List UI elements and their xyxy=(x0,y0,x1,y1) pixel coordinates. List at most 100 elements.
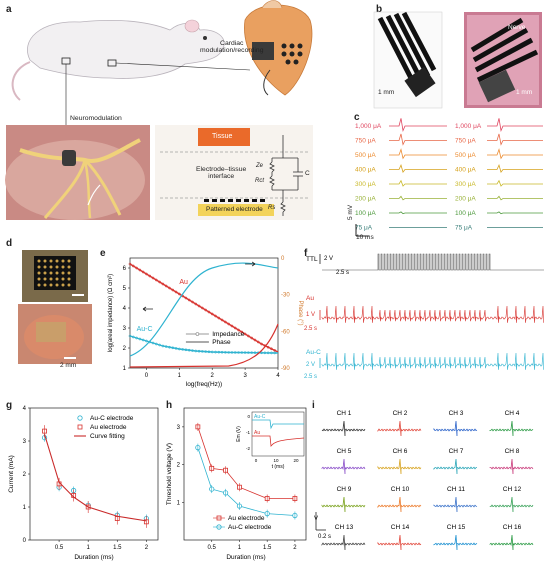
c-label-right: 400 μA xyxy=(455,167,476,174)
i-channel-trace xyxy=(489,496,534,513)
e-point xyxy=(250,336,254,340)
c-scale-t: 10 ms xyxy=(356,234,374,241)
i-channel-label: CH 1 xyxy=(337,410,352,417)
g-legend-entry: Au electrode xyxy=(90,424,127,431)
g-xlabel: Duration (ms) xyxy=(74,554,113,561)
h-xlabel: Duration (ms) xyxy=(226,554,265,561)
i-channel-trace xyxy=(321,496,366,513)
c-label-right: 500 μA xyxy=(455,152,476,159)
e-point xyxy=(194,302,198,306)
i-channel-trace xyxy=(377,420,422,437)
e-point xyxy=(161,282,165,286)
f-scale-v3: 2 V xyxy=(306,362,315,368)
f-au-label: Au xyxy=(306,295,314,302)
e-ytick-label: 3 xyxy=(123,326,127,332)
c-trace xyxy=(389,195,447,201)
e-point xyxy=(220,318,224,322)
e-point xyxy=(191,300,194,304)
e-point xyxy=(214,350,217,354)
e-point xyxy=(164,345,168,348)
c-trace xyxy=(389,179,447,187)
c-trace xyxy=(389,163,447,174)
e-point xyxy=(247,351,250,354)
panel-b-photos xyxy=(373,11,542,109)
h-inset-xtick: 10 xyxy=(273,458,279,463)
e-rtick-label: -90 xyxy=(281,366,290,372)
i-channel-trace xyxy=(377,534,422,551)
e-point xyxy=(197,349,201,353)
e-point xyxy=(154,342,158,346)
electrode-label: Patterned electrode xyxy=(206,206,263,213)
h-inset-ytick: 0 xyxy=(247,414,250,419)
e-point xyxy=(273,349,277,352)
c-label-left: 500 μA xyxy=(355,152,376,159)
f-scale-t2: 2.5 s xyxy=(304,326,317,332)
e-point xyxy=(214,314,217,318)
e-point xyxy=(270,347,273,351)
c-label-left: 1,000 μA xyxy=(355,123,382,130)
e-point xyxy=(233,326,237,330)
e-arrow-left xyxy=(142,306,154,312)
panel-h-chart: 0.5 1 1.5 2 1 2 3 Duration (ms) Threshold voltag… xyxy=(166,407,307,561)
e-point xyxy=(207,310,211,314)
c-trace xyxy=(389,118,447,133)
e-point xyxy=(210,312,214,316)
e-point xyxy=(174,290,178,294)
i-channel-label: CH 11 xyxy=(447,486,465,493)
e-point xyxy=(207,350,211,354)
i-channel-trace xyxy=(321,534,366,551)
e-point xyxy=(135,266,138,270)
e-point xyxy=(141,338,145,342)
e-label-auc: Au-C xyxy=(137,326,153,333)
i-channel-label: CH 12 xyxy=(503,486,522,493)
c-label-left: 100 μA xyxy=(355,210,376,217)
h-inset-ytick: -2 xyxy=(246,446,250,451)
f-ttl-label: TTL xyxy=(306,256,318,263)
e-point xyxy=(237,351,240,354)
i-channel-label: CH 9 xyxy=(337,486,352,493)
g-xtick-label: 0.5 xyxy=(55,545,64,551)
e-point xyxy=(145,272,148,276)
c-trace xyxy=(487,211,543,215)
h-xtick-label: 1.5 xyxy=(263,545,272,551)
e-point xyxy=(227,351,231,354)
e-point xyxy=(128,334,132,338)
e-point xyxy=(138,337,142,341)
e-point xyxy=(171,288,175,292)
i-channel-trace xyxy=(377,496,422,513)
c-scale-v: 5 mV xyxy=(347,204,354,220)
e-point xyxy=(210,350,214,354)
e-point xyxy=(260,351,263,355)
h-inset-xtick: 0 xyxy=(255,458,258,463)
e-arrow-right xyxy=(245,261,256,267)
g-legend-marker xyxy=(77,424,83,430)
e-ytick-label: 6 xyxy=(123,266,127,272)
e-point xyxy=(256,340,260,344)
f-ttl-trace xyxy=(322,253,544,271)
i-channel-label: CH 6 xyxy=(393,448,408,455)
h-legend-entry: Au-C electrode xyxy=(228,524,272,531)
i-channel-trace xyxy=(489,420,534,437)
h-inset-frame xyxy=(251,411,305,457)
e-point xyxy=(187,348,191,352)
e-point xyxy=(171,346,175,350)
g-xtick-label: 1.5 xyxy=(113,545,122,551)
e-point xyxy=(273,351,277,355)
g-ytick-label: 4 xyxy=(23,406,27,412)
i-channel-label: CH 7 xyxy=(449,448,464,455)
e-point xyxy=(230,324,234,328)
f-scale-v2: 1 V xyxy=(306,312,315,318)
c-label-left: 400 μA xyxy=(355,167,376,174)
e-ytick-label: 4 xyxy=(123,306,127,312)
e-point xyxy=(260,342,263,346)
g-ytick-label: 2 xyxy=(23,472,27,478)
c-trace xyxy=(487,163,543,174)
e-point xyxy=(128,262,132,266)
c-label-right: 200 μA xyxy=(455,196,476,203)
e-xtick-label: 4 xyxy=(276,373,280,379)
panel-label-b: b xyxy=(376,4,383,15)
c-label-right: 100 μA xyxy=(455,210,476,217)
i-channel-trace xyxy=(321,458,366,475)
i-channel-label: CH 8 xyxy=(505,448,520,455)
h-ylabel: Threshold voltage (V) xyxy=(166,443,173,505)
